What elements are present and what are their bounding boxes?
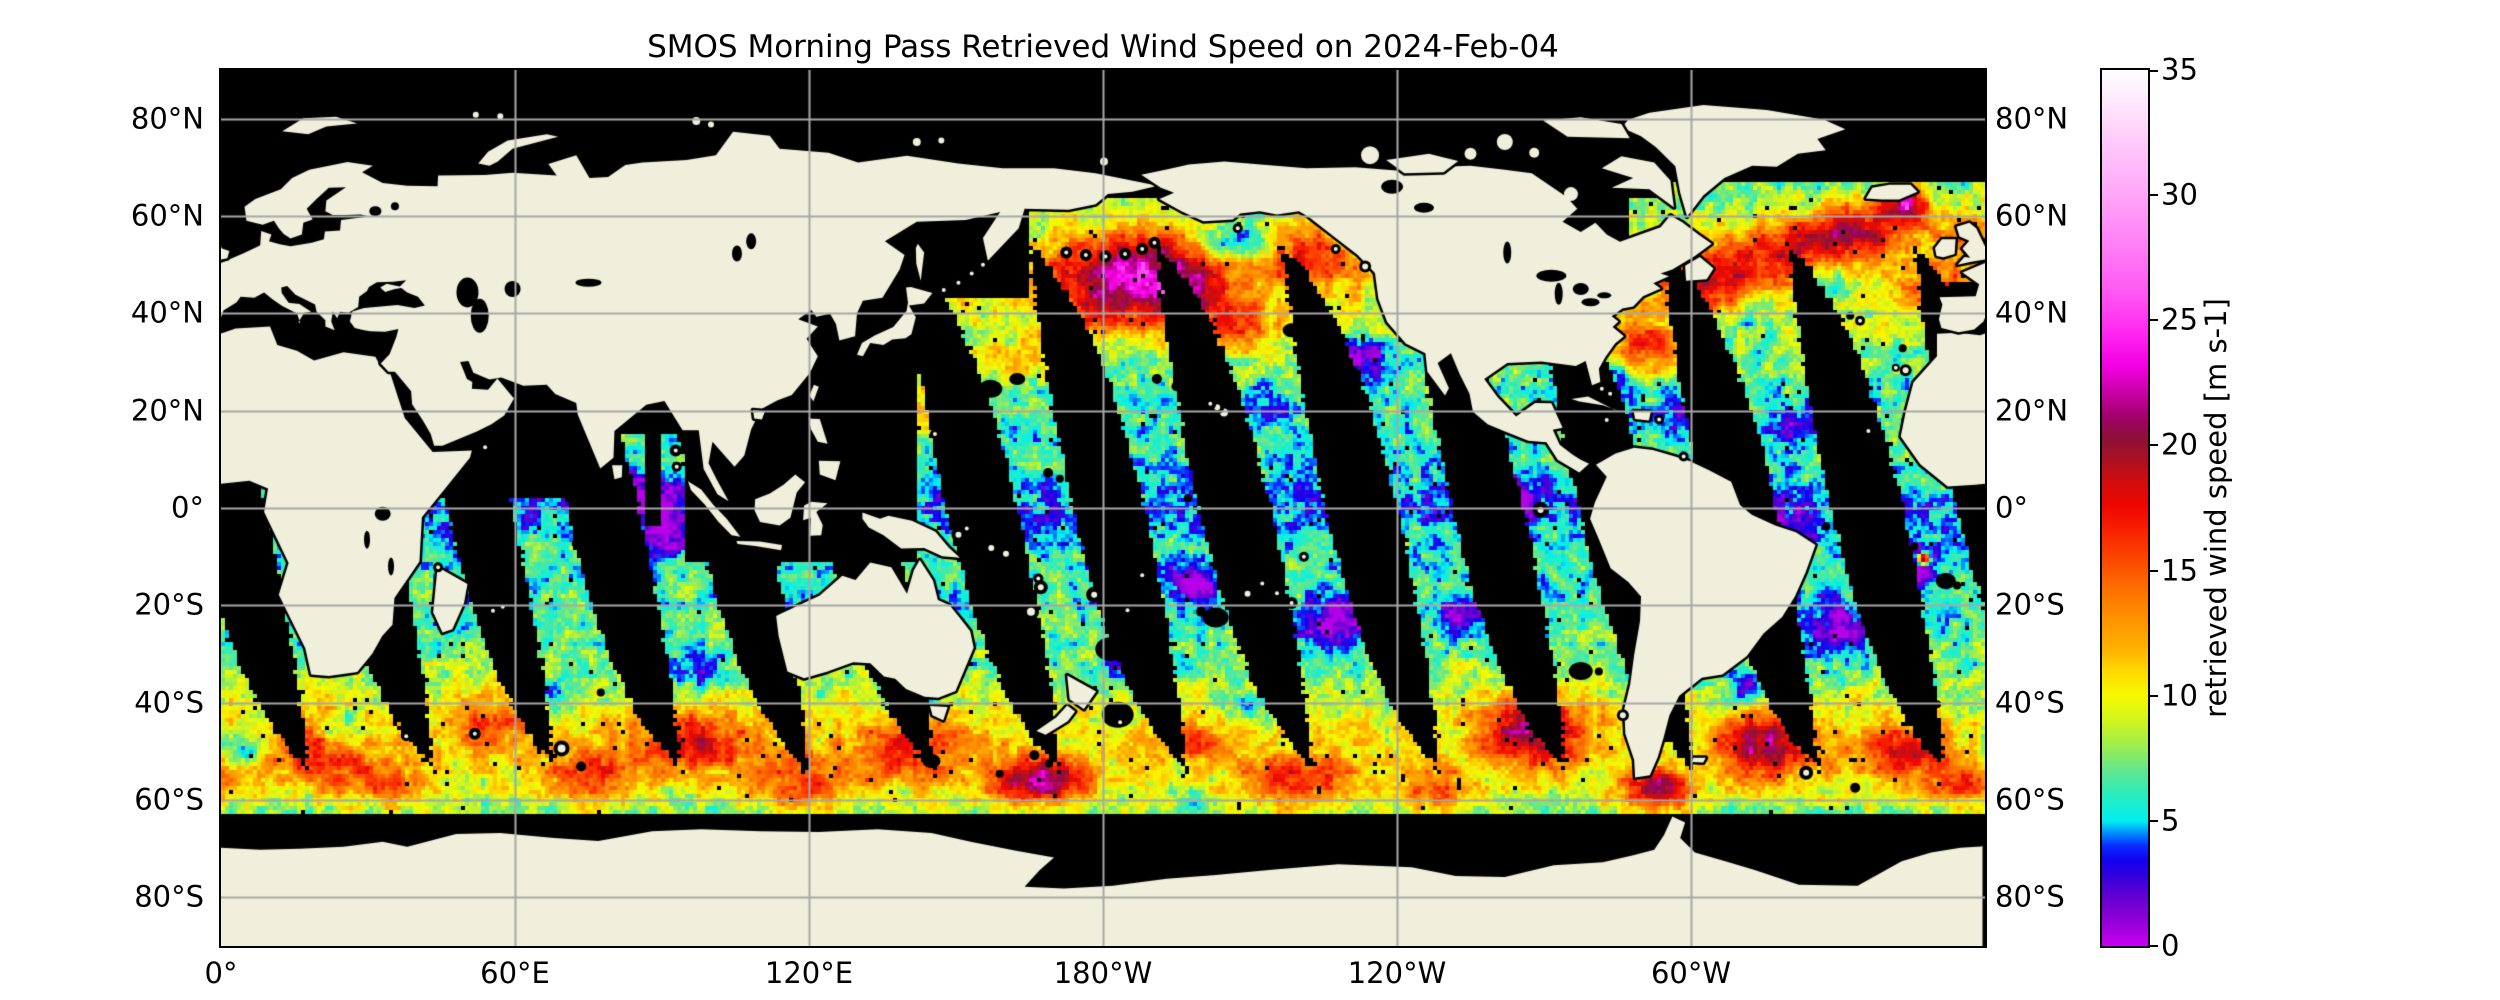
colorbar-gradient-canvas — [2102, 70, 2148, 946]
colorbar-frame — [2100, 68, 2150, 948]
ytick-right-label: 20°S — [1995, 587, 2065, 622]
colorbar-tick-mark — [2149, 694, 2158, 697]
ytick-left-label: 0° — [171, 490, 204, 525]
colorbar-tick-label: 35 — [2161, 52, 2198, 87]
colorbar-tick-label: 20 — [2161, 427, 2198, 462]
colorbar-tick-label: 5 — [2161, 803, 2180, 838]
colorbar-tick-mark — [2149, 819, 2158, 822]
colorbar-tick-label: 15 — [2161, 552, 2198, 587]
ytick-left-label: 20°S — [134, 587, 204, 622]
colorbar-tick-mark — [2149, 70, 2158, 72]
xtick-label: 180°W — [1053, 956, 1153, 990]
colorbar-tick-mark — [2149, 945, 2158, 947]
ytick-right-label: 80°S — [1995, 879, 2065, 914]
colorbar-tick-label: 0 — [2161, 928, 2180, 963]
ytick-left-label: 40°N — [130, 295, 204, 330]
ytick-right-label: 60°N — [1995, 198, 2069, 233]
colorbar-tick-mark — [2149, 319, 2158, 322]
colorbar-axis-label: retrieved wind speed [m s-1] — [2199, 298, 2233, 718]
colorbar-tick-mark — [2149, 194, 2158, 197]
xtick-label: 60°E — [480, 956, 550, 990]
colorbar-tick-label: 30 — [2161, 177, 2198, 212]
colorbar-tick-label: 25 — [2161, 302, 2198, 337]
ytick-right-label: 80°N — [1995, 101, 2069, 136]
ytick-left-label: 20°N — [130, 393, 204, 428]
colorbar-tick-label: 10 — [2161, 678, 2198, 713]
ytick-right-label: 0° — [1995, 490, 2028, 525]
xtick-label: 120°W — [1347, 956, 1447, 990]
plot-title: SMOS Morning Pass Retrieved Wind Speed o… — [647, 29, 1559, 65]
ytick-left-label: 80°N — [130, 101, 204, 136]
colorbar-tick-mark — [2149, 569, 2158, 572]
ytick-right-label: 60°S — [1995, 782, 2065, 817]
ytick-left-label: 80°S — [134, 879, 204, 914]
xtick-label: 120°E — [764, 956, 854, 990]
ytick-left-label: 60°S — [134, 782, 204, 817]
ytick-left-label: 40°S — [134, 684, 204, 719]
xtick-label: 0° — [204, 956, 238, 990]
world-map-swath-canvas — [221, 70, 1985, 946]
colorbar-tick-mark — [2149, 444, 2158, 447]
xtick-label: 60°W — [1650, 956, 1732, 990]
ytick-right-label: 40°N — [1995, 295, 2069, 330]
map-frame — [219, 68, 1987, 948]
ytick-right-label: 40°S — [1995, 684, 2065, 719]
ytick-left-label: 60°N — [130, 198, 204, 233]
ytick-right-label: 20°N — [1995, 393, 2069, 428]
